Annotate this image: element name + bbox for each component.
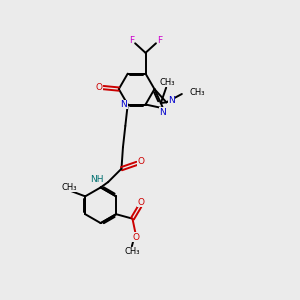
Text: CH₃: CH₃ [62,183,77,192]
Text: CH₃: CH₃ [160,78,176,87]
Text: N: N [168,96,175,105]
Text: N: N [121,100,127,109]
Text: O: O [137,158,144,166]
Text: F: F [129,36,134,45]
Text: NH: NH [90,175,104,184]
Text: CH₃: CH₃ [124,247,140,256]
Text: O: O [133,233,140,242]
Text: O: O [138,198,145,207]
Text: F: F [157,36,162,45]
Text: CH₃: CH₃ [190,88,205,97]
Text: N: N [160,108,167,117]
Text: O: O [96,83,103,92]
